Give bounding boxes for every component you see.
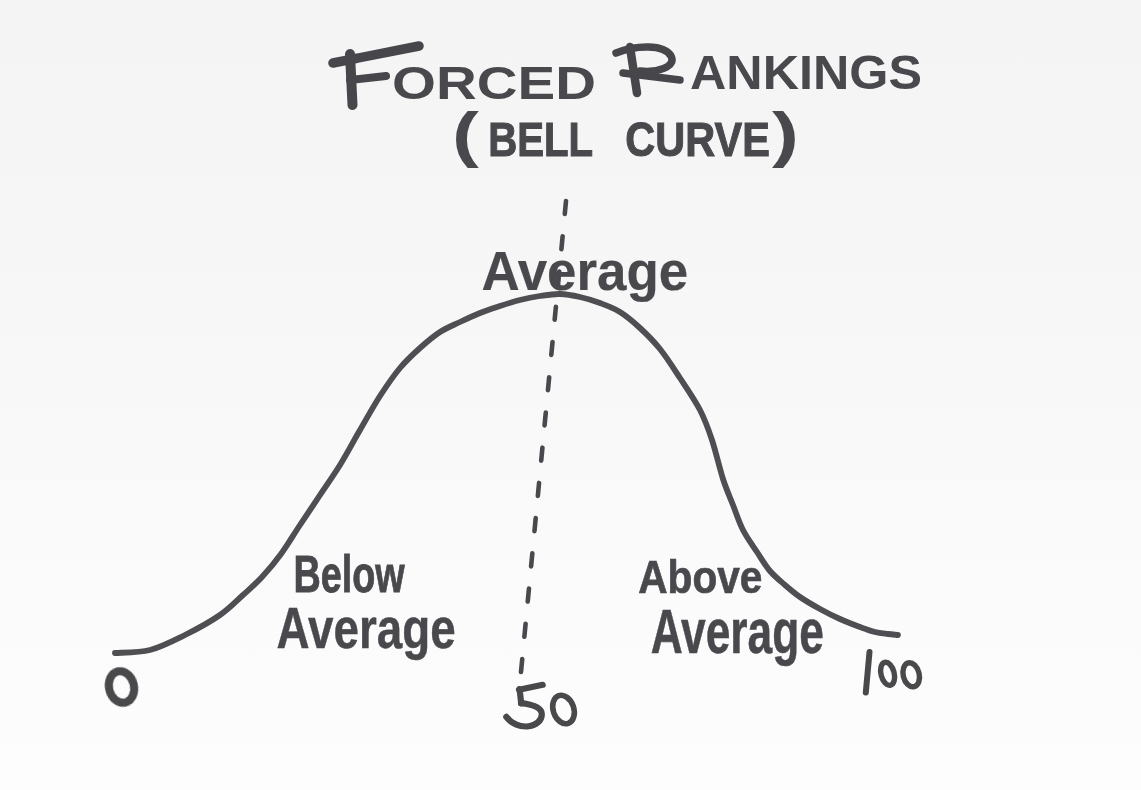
svg-text:Average: Average: [277, 596, 456, 660]
svg-text:(: (: [452, 99, 479, 168]
svg-text:BELL: BELL: [488, 112, 593, 165]
svg-text:Below: Below: [293, 545, 405, 603]
svg-text:CURVE: CURVE: [625, 113, 770, 165]
svg-text:ANKINGS: ANKINGS: [690, 45, 922, 99]
svg-text:Average: Average: [651, 596, 824, 665]
svg-text:Above: Above: [638, 550, 762, 602]
svg-text:): ): [772, 99, 799, 168]
svg-text:Average: Average: [481, 240, 688, 303]
svg-text:ORCED: ORCED: [392, 57, 596, 109]
